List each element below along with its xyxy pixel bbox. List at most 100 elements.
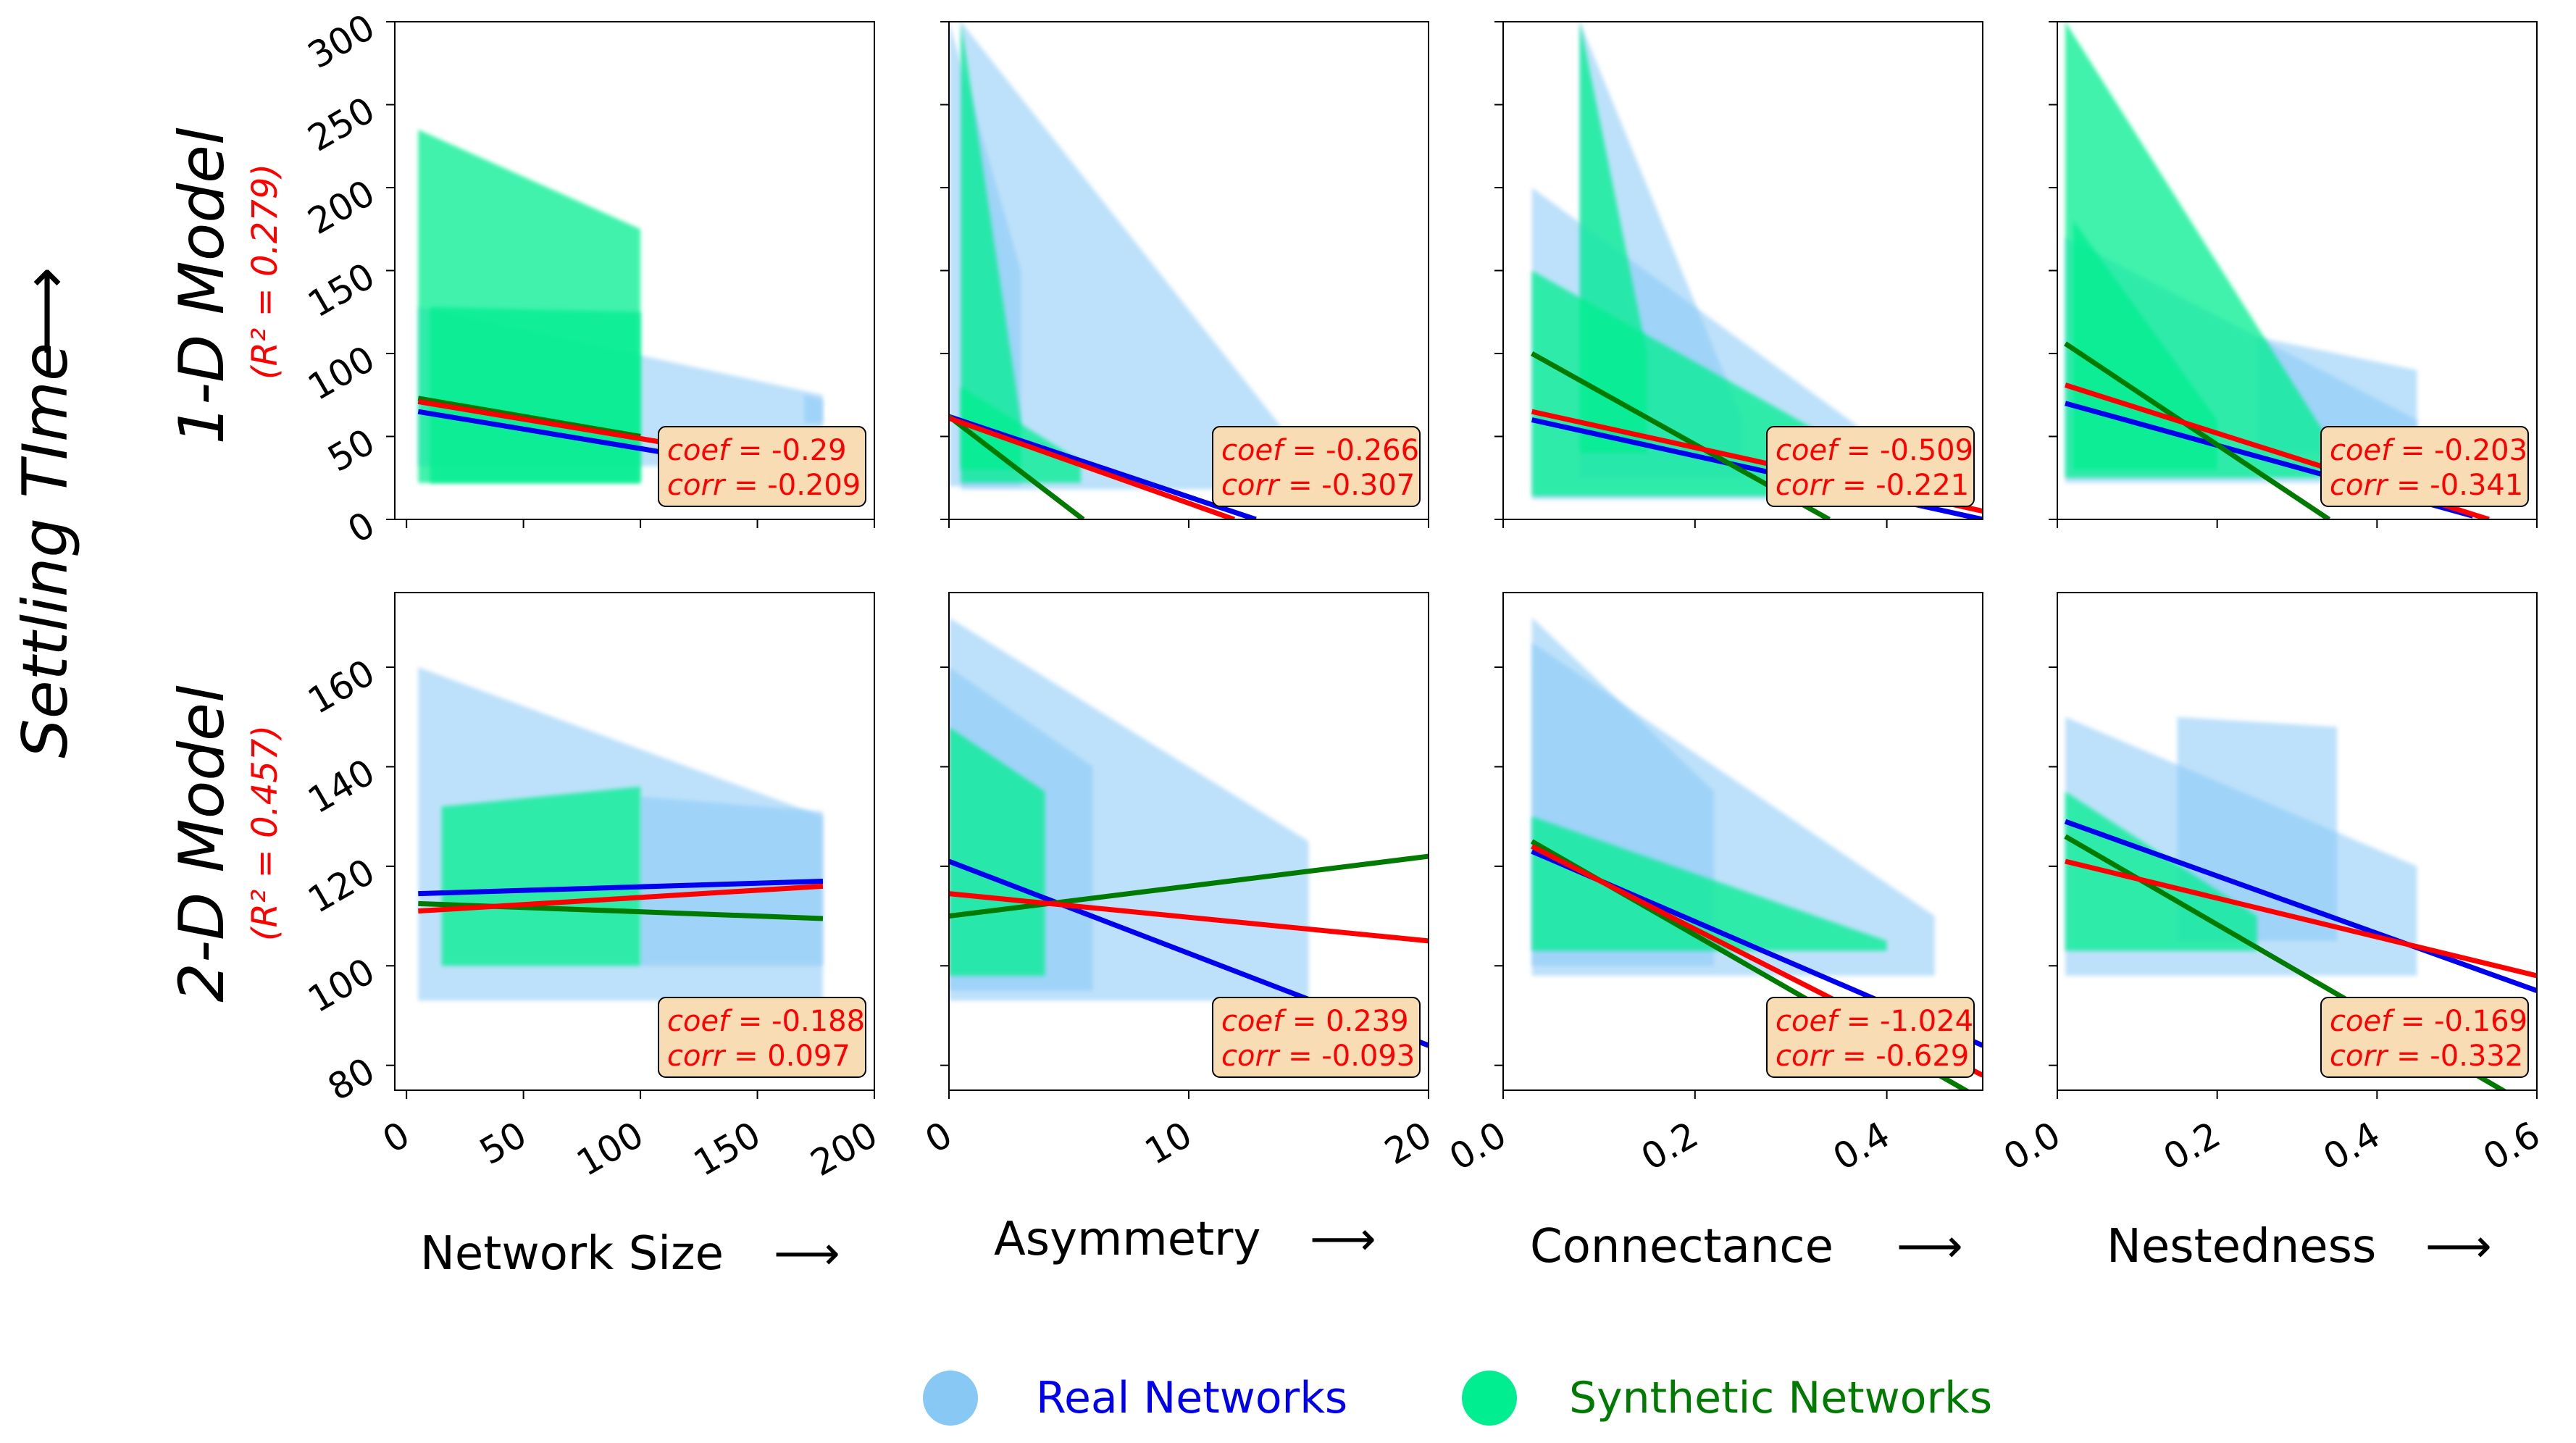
row-label-1d: 1-D Model [166,127,238,445]
y-tick-label: 150 [301,255,382,326]
corr-value: corr = -0.209 [667,469,861,502]
synthetic-network-points [441,786,641,966]
point-cloud-2 [1531,22,1907,500]
stats-box-background [1766,426,1975,507]
coef-value: coef = -1.024 [1776,1005,1973,1038]
corr-value: corr = -0.093 [1221,1040,1415,1073]
synthetic-network-points [1579,22,1647,453]
corr-value: corr = -0.341 [2330,469,2523,502]
x-axis-arrow-asymmetry: ⟶ [1310,1213,1376,1266]
y-tick-label: 300 [301,6,382,77]
y-tick-label: 50 [321,421,382,480]
synthetic-network-points [961,22,1021,470]
synthetic-network-points [2065,791,2257,951]
y-axis-arrow: ⟶ [9,267,82,356]
x-tick-label: 100 [569,1113,651,1184]
stats-box-background [2320,426,2529,507]
corr-value: corr = -0.221 [1776,469,1969,502]
r2-label-2d: (R² = 0.457) [245,725,285,941]
point-cloud-1 [949,22,1309,490]
y-tick-label: 80 [321,1050,382,1109]
y-axis-title: Settling TIme [9,343,82,758]
regression-line-combined [418,883,824,914]
stats-box-background [658,997,866,1078]
y-tick-label: 0 [340,503,382,551]
x-axis-arrow-nestedness: ⟶ [2425,1220,2492,1273]
x-axis-title-nestedness: Nestedness [2107,1220,2376,1273]
regression-line-combined [417,398,688,449]
y-tick-label: 200 [301,172,382,243]
coef-value: coef = -0.266 [1221,434,1419,467]
x-axis-title-size: Network Size [420,1227,724,1281]
legend-marker-real [923,1371,978,1426]
y-tick-label: 120 [301,850,382,921]
legend-marker-synthetic [1462,1371,1517,1426]
regression-line-combined [2065,858,2537,979]
point-cloud-6 [1531,617,1935,976]
y-tick-label: 250 [301,89,382,160]
corr-value: corr = -0.629 [1776,1040,1969,1073]
coef-value: coef = -0.188 [667,1005,865,1038]
coef-value: coef = -0.509 [1776,434,1973,467]
legend: Real Networks Synthetic Networks [923,1371,1992,1426]
corr-value: corr = 0.097 [667,1040,850,1073]
regression-line-combined [949,891,1429,944]
x-tick-label: 0.6 [2476,1113,2547,1179]
synthetic-network-points [2073,220,2217,470]
x-axis-arrow-connectance: ⟶ [1897,1220,1963,1273]
coef-value: coef = -0.29 [667,434,847,467]
real-network-points [961,22,1309,490]
regression-line-synthetic [949,853,1429,919]
point-cloud-3 [2065,22,2417,483]
coef-value: coef = -0.203 [2330,434,2527,467]
x-tick-label: 20 [1378,1113,1439,1173]
x-tick-label: 0.4 [2316,1113,2387,1179]
point-cloud-4 [418,667,823,1001]
y-tick-label: 100 [301,950,382,1021]
regression-line-synthetic [2064,341,2331,519]
stats-box-background [1766,997,1975,1078]
r2-label-1d: (R² = 0.279) [245,164,285,380]
x-tick-label: 0.4 [1826,1113,1897,1179]
x-tick-label: 150 [687,1113,768,1184]
real-network-points [2177,716,2338,941]
x-tick-label: 0.0 [1442,1113,1513,1179]
x-tick-label: 10 [1138,1113,1199,1173]
regression-line-combined [949,416,1236,519]
axes-frame [394,592,875,1091]
stats-box-background [658,426,866,507]
x-tick-label: 0.0 [1996,1113,2067,1179]
real-network-points [804,395,823,424]
regression-line-real [417,409,688,459]
row-label-2d: 2-D Model [166,685,238,1003]
x-tick-label: 0.2 [1634,1113,1705,1179]
x-tick-label: 0.2 [2157,1113,2228,1179]
point-clouds [418,22,2417,1001]
corr-value: corr = -0.307 [1221,469,1415,502]
x-tick-label: 200 [803,1113,885,1184]
x-axis-title-connectance: Connectance [1530,1220,1833,1273]
legend-label-real: Real Networks [1036,1373,1347,1423]
stats-box-background [1212,997,1421,1078]
coef-value: coef = -0.169 [2330,1005,2527,1038]
x-tick-label: 0 [918,1113,959,1161]
axes-frame [1502,592,1983,1091]
regression-line-real [2064,819,2537,993]
stats-box-background [1212,426,1421,507]
y-tick-label: 160 [301,651,382,722]
real-network-points [640,796,823,966]
synthetic-network-points [430,306,641,483]
regression-line-real [418,878,824,897]
y-tick-label: 140 [301,751,382,822]
